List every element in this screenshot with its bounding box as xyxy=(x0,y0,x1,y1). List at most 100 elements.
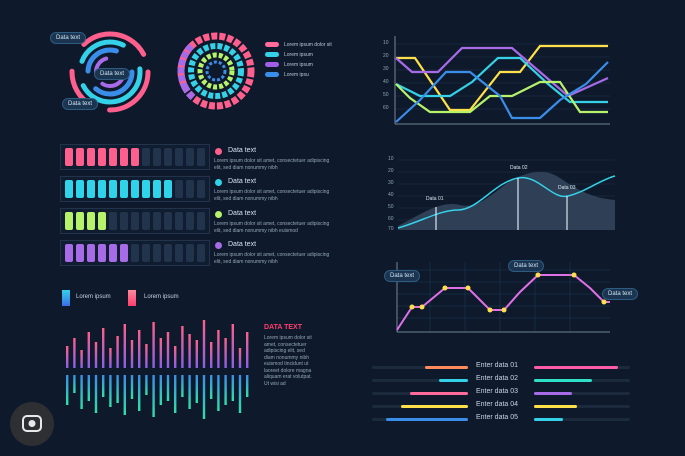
wave-bar-up xyxy=(109,348,112,368)
area-tag-2: Data 02 xyxy=(510,165,528,171)
wave-bar-down xyxy=(109,375,112,407)
legend-swatch xyxy=(62,290,70,306)
enter-data-label: Enter data 01 xyxy=(476,362,519,369)
bar-title: Data text xyxy=(228,147,257,154)
left-track xyxy=(372,379,468,382)
wave-bar-down xyxy=(174,375,177,413)
y-tick: 50 xyxy=(388,204,394,210)
wave-bar-down xyxy=(217,375,220,411)
wave-bar-down xyxy=(94,375,98,413)
data-point xyxy=(409,304,415,310)
wave-bar-up xyxy=(73,338,76,368)
wave-bar-down xyxy=(181,375,184,397)
wave-bar-down xyxy=(123,375,126,415)
wave-bar-up xyxy=(238,348,242,368)
enter-data-label: Enter data 03 xyxy=(476,388,519,395)
area-tag-1: Data 01 xyxy=(426,196,444,202)
radial-tag-top: Data text xyxy=(50,32,87,44)
wave-bar-down xyxy=(145,375,148,395)
point-tag-left: Data text xyxy=(384,270,421,282)
legend-swatch xyxy=(265,62,279,67)
right-fill xyxy=(534,418,563,421)
wave-bar-up xyxy=(188,334,191,368)
wave-bar-up xyxy=(246,332,249,368)
wave-bar-down xyxy=(210,375,213,399)
right-track xyxy=(534,405,630,408)
wave-bar-down xyxy=(130,375,134,399)
lens-button[interactable] xyxy=(10,402,54,446)
wave-bar-up xyxy=(174,346,177,368)
data-point xyxy=(487,307,493,313)
y-tick: 60 xyxy=(383,105,389,111)
right-fill xyxy=(534,392,572,395)
legend-swatch xyxy=(128,290,136,306)
left-fill xyxy=(386,418,468,421)
bar-title: Data text xyxy=(228,241,257,248)
wave-bar-up xyxy=(138,330,141,368)
y-tick: 20 xyxy=(388,168,394,174)
wave-bar-down xyxy=(238,375,242,413)
wave-bar-up xyxy=(80,350,83,368)
data-point xyxy=(419,304,425,310)
area-fill xyxy=(398,171,615,230)
bar-desc: Lorem ipsum dolor sit amet, consectetuer… xyxy=(214,221,330,234)
wave-bar-down xyxy=(87,375,90,401)
bar-desc: Lorem ipsum dolor sit amet, consectetuer… xyxy=(214,189,330,202)
wave-bar-up xyxy=(217,330,220,368)
wave-bar-down xyxy=(166,375,170,401)
left-fill xyxy=(410,392,468,395)
camera-icon xyxy=(22,415,42,432)
bar-title: Data text xyxy=(228,178,257,185)
legend-label: Lorem ipsum xyxy=(76,294,111,300)
wave-bar-down xyxy=(102,375,105,397)
series-line xyxy=(395,46,609,98)
left-track xyxy=(372,366,468,369)
segmented-bar-row xyxy=(60,208,210,234)
right-fill xyxy=(534,379,592,382)
wave-bar-down xyxy=(202,375,206,419)
series-line xyxy=(396,44,608,112)
legend-dot xyxy=(215,211,222,218)
y-tick: 50 xyxy=(383,92,389,98)
series-line xyxy=(395,61,609,123)
wave-bar-down xyxy=(73,375,76,393)
right-track xyxy=(534,392,630,395)
data-point xyxy=(465,285,471,291)
right-track xyxy=(534,418,630,421)
segmented-bar-row xyxy=(60,240,210,266)
bar-desc: Lorem ipsum dolor sit amet, consectetuer… xyxy=(214,158,330,171)
y-tick: 40 xyxy=(388,192,394,198)
legend-swatch xyxy=(265,52,279,57)
ring-arc xyxy=(77,39,143,105)
legend-swatch xyxy=(265,72,279,77)
point-line xyxy=(396,274,610,331)
point-tag-mid: Data text xyxy=(508,260,545,272)
wave-bar-down xyxy=(159,375,162,405)
data-point xyxy=(535,272,541,278)
y-tick: 70 xyxy=(388,226,394,232)
left-fill xyxy=(439,379,468,382)
wave-bar-up xyxy=(66,346,69,368)
wave-bar-up xyxy=(181,326,184,368)
wave-bar-up xyxy=(102,328,105,368)
wave-bar-up xyxy=(116,336,119,368)
data-point xyxy=(571,272,577,278)
legend-dot xyxy=(215,242,222,249)
wave-bar-down xyxy=(66,375,69,405)
wave-bar-up xyxy=(130,340,134,368)
data-point xyxy=(501,307,507,313)
wave-bar-up xyxy=(231,324,234,368)
legend-label: Lorem ipsum xyxy=(144,294,179,300)
data-point xyxy=(442,285,448,291)
wave-bar-down xyxy=(188,375,191,409)
series-line xyxy=(395,56,608,104)
wave-bar-down xyxy=(138,375,141,411)
y-tick: 10 xyxy=(383,40,389,46)
data-point xyxy=(601,299,607,305)
wave-bar-up xyxy=(152,322,155,368)
wave-bar-up xyxy=(202,320,206,368)
right-fill xyxy=(534,405,577,408)
wave-bar-up xyxy=(145,344,148,368)
legend-dot xyxy=(215,179,222,186)
